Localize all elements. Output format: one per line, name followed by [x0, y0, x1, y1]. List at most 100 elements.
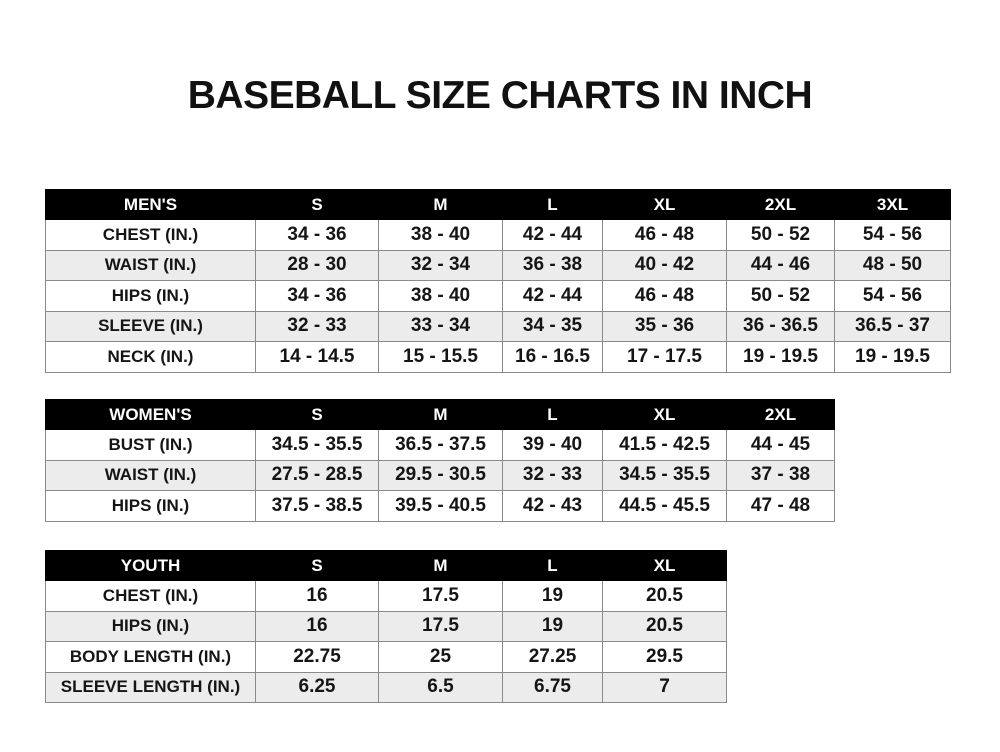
- size-value: 29.5: [602, 641, 727, 673]
- size-value: 50 - 52: [726, 219, 835, 251]
- size-column-header: M: [378, 550, 503, 581]
- size-value: 20.5: [602, 580, 727, 612]
- womens-size-table: WOMEN'S S M L XL 2XL BUST (IN.) 34.5 - 35.5 36.5…: [45, 399, 835, 522]
- youth-size-table: YOUTH S M L XL CHEST (IN.) 16 17.5 19 20.5 HIPS (I…: [45, 550, 727, 703]
- size-value: 40 - 42: [602, 249, 727, 281]
- size-value: 48 - 50: [834, 249, 951, 281]
- table-category-header: MEN'S: [45, 189, 256, 220]
- measurement-label: HIPS (IN.): [45, 490, 256, 522]
- size-value: 44 - 45: [726, 429, 835, 461]
- measurement-label: CHEST (IN.): [45, 219, 256, 251]
- size-column-header: S: [255, 550, 379, 581]
- size-value: 54 - 56: [834, 219, 951, 251]
- size-value: 37.5 - 38.5: [255, 490, 379, 522]
- size-value: 36 - 38: [502, 249, 603, 281]
- size-column-header: 2XL: [726, 399, 835, 430]
- table-row: HIPS (IN.) 37.5 - 38.5 39.5 - 40.5 42 - 43 4…: [45, 490, 835, 522]
- table-row: SLEEVE LENGTH (IN.) 6.25 6.5 6.75 7: [45, 671, 727, 703]
- table-category-header: WOMEN'S: [45, 399, 256, 430]
- measurement-label: SLEEVE LENGTH (IN.): [45, 671, 256, 703]
- size-column-header: S: [255, 399, 379, 430]
- size-value: 47 - 48: [726, 490, 835, 522]
- size-value: 19: [502, 580, 603, 612]
- size-value: 7: [602, 671, 727, 703]
- size-value: 6.25: [255, 671, 379, 703]
- measurement-label: HIPS (IN.): [45, 280, 256, 312]
- table-row: WAIST (IN.) 27.5 - 28.5 29.5 - 30.5 32 - 33…: [45, 459, 835, 491]
- size-value: 16: [255, 610, 379, 642]
- measurement-label: CHEST (IN.): [45, 580, 256, 612]
- size-value: 41.5 - 42.5: [602, 429, 727, 461]
- table-header-row: MEN'S S M L XL 2XL 3XL: [45, 189, 951, 220]
- size-value: 36.5 - 37: [834, 310, 951, 342]
- size-value: 20.5: [602, 610, 727, 642]
- table-row: BUST (IN.) 34.5 - 35.5 36.5 - 37.5 39 - 40 4…: [45, 429, 835, 461]
- measurement-label: BUST (IN.): [45, 429, 256, 461]
- size-value: 25: [378, 641, 503, 673]
- size-value: 37 - 38: [726, 459, 835, 491]
- size-value: 44 - 46: [726, 249, 835, 281]
- size-value: 19 - 19.5: [834, 341, 951, 373]
- size-value: 28 - 30: [255, 249, 379, 281]
- size-value: 19 - 19.5: [726, 341, 835, 373]
- measurement-label: SLEEVE (IN.): [45, 310, 256, 342]
- table-header-row: WOMEN'S S M L XL 2XL: [45, 399, 835, 430]
- size-value: 19: [502, 610, 603, 642]
- size-value: 34.5 - 35.5: [602, 459, 727, 491]
- size-value: 34 - 36: [255, 280, 379, 312]
- size-value: 46 - 48: [602, 219, 727, 251]
- size-column-header: S: [255, 189, 379, 220]
- table-row: CHEST (IN.) 34 - 36 38 - 40 42 - 44 46 - 48 5…: [45, 219, 951, 251]
- table-row: WAIST (IN.) 28 - 30 32 - 34 36 - 38 40 - 42 4…: [45, 249, 951, 281]
- size-value: 44.5 - 45.5: [602, 490, 727, 522]
- table-row: CHEST (IN.) 16 17.5 19 20.5: [45, 580, 727, 612]
- size-value: 32 - 34: [378, 249, 503, 281]
- size-value: 38 - 40: [378, 280, 503, 312]
- table-row: NECK (IN.) 14 - 14.5 15 - 15.5 16 - 16.5 17 …: [45, 341, 951, 373]
- size-column-header: 2XL: [726, 189, 835, 220]
- mens-size-table: MEN'S S M L XL 2XL 3XL CHEST (IN.) 34 - 36 38 - 4…: [45, 189, 951, 373]
- size-value: 42 - 43: [502, 490, 603, 522]
- page-title: BASEBALL SIZE CHARTS IN INCH: [187, 74, 813, 117]
- measurement-label: WAIST (IN.): [45, 249, 256, 281]
- size-value: 14 - 14.5: [255, 341, 379, 373]
- table-row: BODY LENGTH (IN.) 22.75 25 27.25 29.5: [45, 641, 727, 673]
- size-value: 27.25: [502, 641, 603, 673]
- size-value: 16: [255, 580, 379, 612]
- table-row: SLEEVE (IN.) 32 - 33 33 - 34 34 - 35 35 - 36…: [45, 310, 951, 342]
- size-column-header: M: [378, 189, 503, 220]
- size-value: 54 - 56: [834, 280, 951, 312]
- size-column-header: L: [502, 550, 603, 581]
- size-value: 16 - 16.5: [502, 341, 603, 373]
- table-category-header: YOUTH: [45, 550, 256, 581]
- size-value: 22.75: [255, 641, 379, 673]
- size-column-header: XL: [602, 399, 727, 430]
- size-value: 32 - 33: [502, 459, 603, 491]
- table-header-row: YOUTH S M L XL: [45, 550, 727, 581]
- size-value: 36.5 - 37.5: [378, 429, 503, 461]
- table-row: HIPS (IN.) 16 17.5 19 20.5: [45, 610, 727, 642]
- size-value: 34 - 35: [502, 310, 603, 342]
- size-value: 32 - 33: [255, 310, 379, 342]
- size-value: 6.75: [502, 671, 603, 703]
- size-value: 42 - 44: [502, 280, 603, 312]
- size-value: 35 - 36: [602, 310, 727, 342]
- size-value: 17.5: [378, 610, 503, 642]
- size-value: 17 - 17.5: [602, 341, 727, 373]
- size-value: 33 - 34: [378, 310, 503, 342]
- size-value: 29.5 - 30.5: [378, 459, 503, 491]
- measurement-label: HIPS (IN.): [45, 610, 256, 642]
- table-row: HIPS (IN.) 34 - 36 38 - 40 42 - 44 46 - 48 50…: [45, 280, 951, 312]
- size-column-header: L: [502, 399, 603, 430]
- size-value: 34.5 - 35.5: [255, 429, 379, 461]
- size-value: 46 - 48: [602, 280, 727, 312]
- size-value: 39.5 - 40.5: [378, 490, 503, 522]
- measurement-label: WAIST (IN.): [45, 459, 256, 491]
- size-value: 38 - 40: [378, 219, 503, 251]
- size-value: 27.5 - 28.5: [255, 459, 379, 491]
- size-column-header: L: [502, 189, 603, 220]
- size-column-header: 3XL: [834, 189, 951, 220]
- size-value: 17.5: [378, 580, 503, 612]
- size-value: 39 - 40: [502, 429, 603, 461]
- size-value: 42 - 44: [502, 219, 603, 251]
